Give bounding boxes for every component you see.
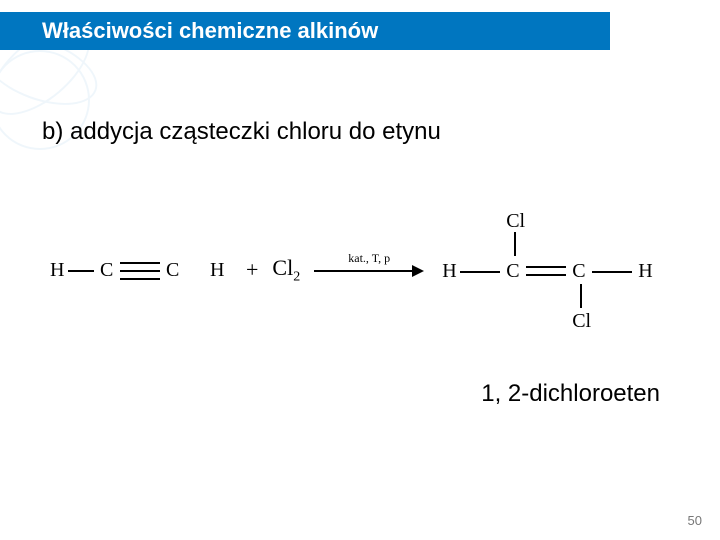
reagent-cl2: Cl2 xyxy=(272,255,300,285)
reaction-arrow: kat., T, p xyxy=(314,250,424,290)
atom-c: C xyxy=(506,260,519,283)
page-number: 50 xyxy=(688,513,702,528)
reagent-symbol: Cl xyxy=(272,255,293,280)
bond-vertical xyxy=(580,284,582,308)
arrow-head-icon xyxy=(412,265,424,277)
arrow-line xyxy=(314,270,414,272)
product-dichloroethene: Cl H C C H Cl xyxy=(442,210,652,330)
atom-h: H xyxy=(210,259,224,282)
atom-h: H xyxy=(50,259,64,282)
atom-cl: Cl xyxy=(506,210,525,233)
bond-single xyxy=(592,271,632,273)
header-bar: Właściwości chemiczne alkinów xyxy=(0,12,610,50)
atom-cl: Cl xyxy=(572,310,591,333)
atom-h: H xyxy=(442,260,456,283)
bond-single xyxy=(460,271,500,273)
reactant-ethyne: H C C H xyxy=(50,255,240,285)
slide-title: Właściwości chemiczne alkinów xyxy=(42,18,378,44)
bond-triple xyxy=(120,262,160,280)
bond-single xyxy=(68,270,94,272)
reaction-equation: H C C H + Cl2 kat., T, p Cl H C C H Cl xyxy=(50,210,690,330)
reagent-subscript: 2 xyxy=(293,269,300,284)
bond-vertical xyxy=(514,232,516,256)
atom-c: C xyxy=(166,259,179,282)
decorative-atom-graphic xyxy=(0,30,110,170)
arrow-conditions: kat., T, p xyxy=(314,251,424,266)
product-name: 1, 2-dichloroeten xyxy=(481,380,660,408)
bond-double xyxy=(526,266,566,276)
atom-h: H xyxy=(638,260,652,283)
subtitle-text: b) addycja cząsteczki chloru do etynu xyxy=(42,118,441,146)
atom-c: C xyxy=(100,259,113,282)
plus-sign: + xyxy=(246,257,258,283)
atom-c: C xyxy=(572,260,585,283)
